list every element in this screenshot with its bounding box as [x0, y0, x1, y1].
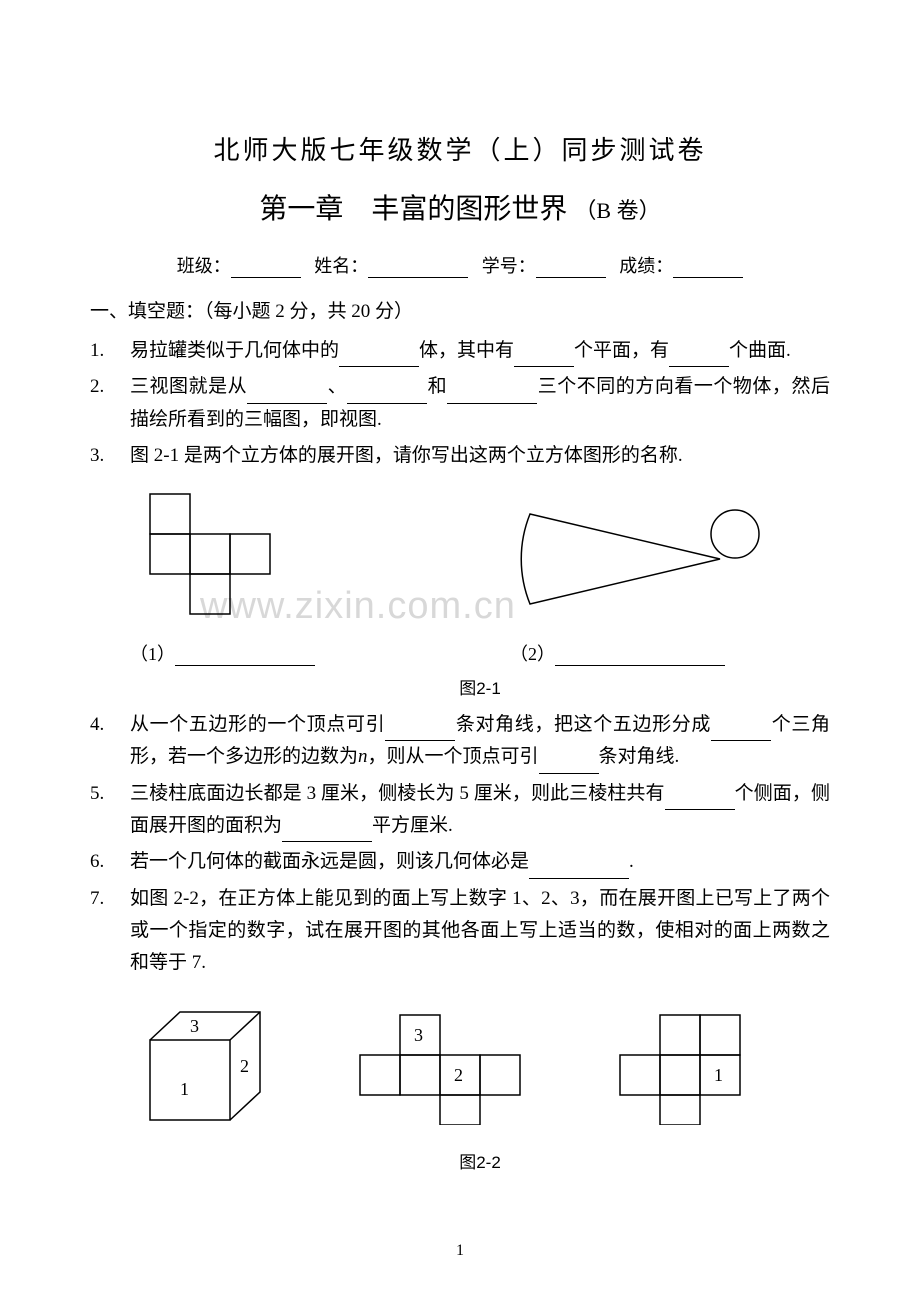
- id-blank[interactable]: [536, 260, 606, 278]
- q5-suf: 平方厘米.: [372, 815, 453, 836]
- blank[interactable]: [347, 386, 427, 404]
- blank[interactable]: [447, 386, 537, 404]
- q-num: 3.: [90, 440, 130, 472]
- q-body: 图 2-1 是两个立方体的展开图，请你写出这两个立方体图形的名称.: [130, 440, 830, 472]
- label-text: （1）: [130, 644, 175, 664]
- q-body: 易拉罐类似于几何体中的 体，其中有 个平面，有 个曲面.: [130, 335, 830, 367]
- blank[interactable]: [529, 861, 629, 879]
- q-body: 若一个几何体的截面永远是圆，则该几何体必是.: [130, 846, 830, 878]
- title-sub: 第一章 丰富的图形世界 （B 卷）: [90, 187, 830, 227]
- class-blank[interactable]: [231, 260, 301, 278]
- fig22-net1: 3 2: [350, 1005, 550, 1125]
- q-body: 从一个五边形的一个顶点可引条对角线，把这个五边形分成个三角形，若一个多边形的边数…: [130, 709, 830, 774]
- blank[interactable]: [711, 723, 771, 741]
- title-main: 北师大版七年级数学（上）同步测试卷: [90, 130, 830, 167]
- q-num: 2.: [90, 371, 130, 436]
- q2-pre: 三视图就是从: [130, 376, 247, 397]
- net1-num-3: 3: [414, 1025, 423, 1045]
- info-line: 班级： 姓名： 学号： 成绩：: [90, 252, 830, 278]
- q-num: 4.: [90, 709, 130, 774]
- question-2: 2. 三视图就是从、和三个不同的方向看一个物体，然后描绘所看到的三幅图，即视图.: [90, 371, 830, 436]
- name-blank[interactable]: [368, 260, 468, 278]
- q1-suf: 个曲面.: [729, 340, 791, 361]
- q4-mid3: ，则从一个顶点可引: [368, 746, 539, 767]
- q4-n: n: [358, 746, 368, 767]
- question-list: 4. 从一个五边形的一个顶点可引条对角线，把这个五边形分成个三角形，若一个多边形…: [90, 709, 830, 979]
- net2-num-1: 1: [714, 1065, 723, 1085]
- fig22-net2: 1: [610, 1005, 790, 1125]
- figure-2-2: 3 2 1 3 2: [130, 1000, 830, 1173]
- question-1: 1. 易拉罐类似于几何体中的 体，其中有 个平面，有 个曲面.: [90, 335, 830, 367]
- fig22-caption: 图2-2: [130, 1148, 830, 1173]
- figure-2-1: （1） （2） 图2-1: [130, 484, 830, 699]
- id-label: 学号：: [482, 256, 536, 276]
- score-label: 成绩：: [619, 256, 673, 276]
- question-3: 3. 图 2-1 是两个立方体的展开图，请你写出这两个立方体图形的名称.: [90, 440, 830, 472]
- blank[interactable]: [665, 792, 735, 810]
- cube-num-2: 2: [240, 1056, 249, 1076]
- q-num: 6.: [90, 846, 130, 878]
- label-text: （2）: [510, 644, 555, 664]
- q4-mid1: 条对角线，把这个五边形分成: [455, 714, 711, 735]
- section-header: 一、填空题：（每小题 2 分，共 20 分）: [90, 296, 830, 323]
- page-number: 1: [0, 1242, 920, 1260]
- q2-mid2: 和: [427, 376, 447, 397]
- q2-mid1: 、: [327, 376, 347, 397]
- q4-pre: 从一个五边形的一个顶点可引: [130, 714, 385, 735]
- blank[interactable]: [247, 386, 327, 404]
- q5-pre: 三棱柱底面边长都是 3 厘米，侧棱长为 5 厘米，则此三棱柱共有: [130, 783, 665, 804]
- fig22-cube: 3 2 1: [130, 1000, 290, 1130]
- q6-suf: .: [629, 851, 634, 872]
- q1-pre: 易拉罐类似于几何体中的: [130, 340, 339, 361]
- class-label: 班级：: [177, 256, 231, 276]
- q-body: 三视图就是从、和三个不同的方向看一个物体，然后描绘所看到的三幅图，即视图.: [130, 371, 830, 436]
- question-5: 5. 三棱柱底面边长都是 3 厘米，侧棱长为 5 厘米，则此三棱柱共有个侧面，侧…: [90, 778, 830, 843]
- blank[interactable]: [539, 756, 599, 774]
- cube-num-3: 3: [190, 1016, 199, 1036]
- net1-num-2: 2: [454, 1065, 463, 1085]
- blank[interactable]: [339, 349, 419, 367]
- blank[interactable]: [282, 824, 372, 842]
- fig21-label2: （2）: [510, 640, 780, 666]
- fig21-net: （1）: [130, 484, 330, 666]
- title-sub-main: 第一章 丰富的图形世界: [259, 194, 567, 225]
- q-body: 三棱柱底面边长都是 3 厘米，侧棱长为 5 厘米，则此三棱柱共有个侧面，侧面展开…: [130, 778, 830, 843]
- question-list: 1. 易拉罐类似于几何体中的 体，其中有 个平面，有 个曲面. 2. 三视图就是从 、 和…: [90, 335, 830, 472]
- q1-mid2: 个平面，有: [574, 340, 669, 361]
- answer-line[interactable]: [555, 648, 725, 666]
- question-4: 4. 从一个五边形的一个顶点可引条对角线，把这个五边形分成个三角形，若一个多边形…: [90, 709, 830, 774]
- q-num: 7.: [90, 883, 130, 980]
- cube-num-1: 1: [180, 1079, 189, 1099]
- q1-mid1: 体，其中有: [419, 340, 514, 361]
- q-body: 如图 2-2，在正方体上能见到的面上写上数字 1、2、3，而在展开图上已写上了两…: [130, 883, 830, 980]
- answer-line[interactable]: [175, 648, 315, 666]
- q-num: 1.: [90, 335, 130, 367]
- title-sub-suffix: （B 卷）: [574, 198, 660, 223]
- q6-pre: 若一个几何体的截面永远是圆，则该几何体必是: [130, 851, 529, 872]
- q-num: 5.: [90, 778, 130, 843]
- blank[interactable]: [669, 349, 729, 367]
- fig21-label1: （1）: [130, 640, 330, 666]
- score-blank[interactable]: [673, 260, 743, 278]
- name-label: 姓名：: [314, 256, 368, 276]
- question-6: 6. 若一个几何体的截面永远是圆，则该几何体必是.: [90, 846, 830, 878]
- blank[interactable]: [385, 723, 455, 741]
- q4-suf: 条对角线.: [599, 746, 680, 767]
- question-7: 7. 如图 2-2，在正方体上能见到的面上写上数字 1、2、3，而在展开图上已写…: [90, 883, 830, 980]
- blank[interactable]: [514, 349, 574, 367]
- fig21-caption: 图2-1: [130, 674, 830, 699]
- fig21-cone: （2）: [510, 484, 780, 666]
